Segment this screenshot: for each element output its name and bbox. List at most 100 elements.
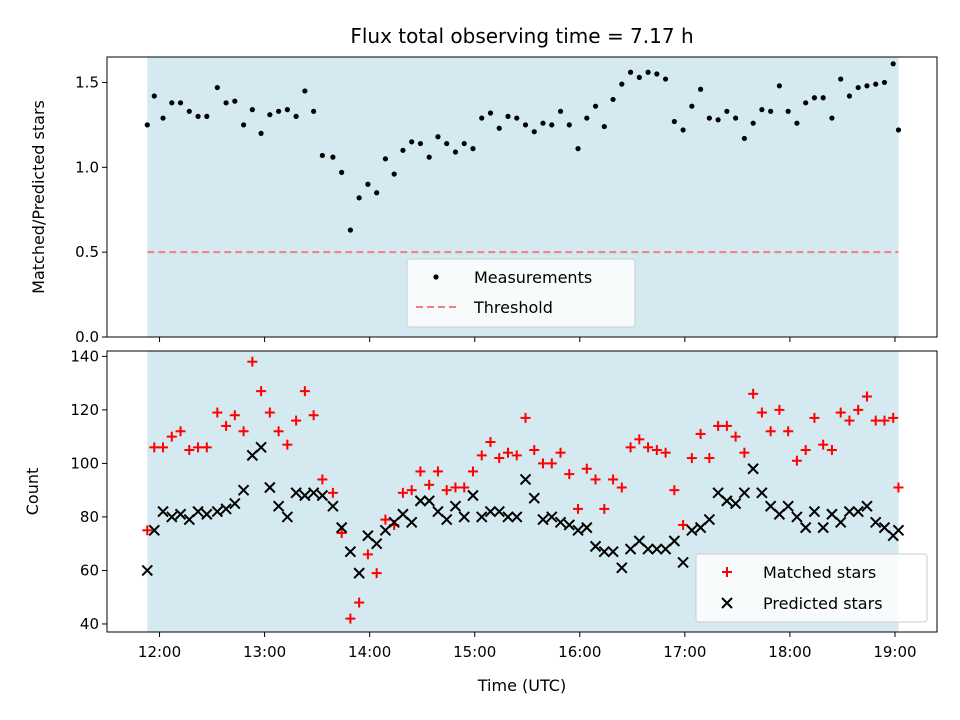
matched-star-point <box>625 442 636 453</box>
matched-star-point <box>888 412 899 423</box>
measurement-point <box>864 83 870 89</box>
measurement-point <box>741 135 747 142</box>
predicted-star-point <box>791 511 803 523</box>
measurement-point <box>186 108 192 114</box>
legend-measurements-label: Measurements <box>474 268 592 287</box>
matched-star-point <box>538 458 549 469</box>
predicted-star-point <box>192 505 204 518</box>
matched-star-point <box>291 415 302 426</box>
measurement-point <box>426 154 432 160</box>
measurement-point <box>540 120 546 126</box>
matched-star-point <box>634 434 645 445</box>
measurement-points <box>144 61 902 233</box>
measurement-point <box>890 61 896 67</box>
matched-star-point <box>870 415 881 426</box>
matched-star-point <box>581 463 592 474</box>
y-tick-label: 40 <box>80 615 99 633</box>
predicted-star-point <box>756 487 768 499</box>
matched-star-point <box>201 442 212 453</box>
measurement-point <box>479 115 485 121</box>
predicted-star-point <box>405 516 418 528</box>
predicted-star-point <box>808 505 821 518</box>
measurement-point <box>435 134 441 140</box>
x-tick-label: 19:00 <box>873 643 916 661</box>
matched-star-point <box>695 428 706 439</box>
ratio-y-axis-label: Matched/Predicted stars <box>29 100 48 294</box>
measurement-point <box>365 181 371 187</box>
ratio-panel: 0.0 0.5 1.0 1.5 Flux total observing time =… <box>29 24 938 346</box>
y-tick-label: 100 <box>70 454 99 472</box>
measurement-point <box>706 115 712 121</box>
predicted-star-point <box>511 511 523 523</box>
predicted-star-point <box>255 441 267 454</box>
predicted-star-point <box>264 481 276 494</box>
legend-measurements-marker <box>433 274 439 280</box>
matched-star-point <box>193 442 204 453</box>
measurement-point <box>811 95 818 101</box>
predicted-star-point <box>229 497 241 510</box>
predicted-star-point <box>423 495 435 507</box>
measurement-point <box>452 149 459 155</box>
predicted-star-point <box>703 513 716 526</box>
ratio-y-ticks: 0.0 0.5 1.0 1.5 <box>75 73 107 346</box>
predicted-star-point <box>616 562 628 574</box>
measurement-point <box>619 81 625 87</box>
predicted-star-point <box>773 508 786 520</box>
matched-star-point <box>844 415 855 426</box>
count-plot-frame <box>106 350 938 633</box>
measurement-point <box>662 76 669 82</box>
measurement-point <box>654 71 660 77</box>
matched-star-point <box>573 503 584 514</box>
measurement-point <box>374 190 380 196</box>
measurement-point <box>232 98 238 104</box>
measurement-point <box>881 79 888 86</box>
measurement-point <box>575 146 581 152</box>
predicted-star-point <box>388 516 400 528</box>
predicted-star-point <box>729 497 742 510</box>
measurement-point <box>496 125 502 131</box>
legend-predicted-glyph <box>721 597 733 609</box>
measurement-point <box>487 110 494 116</box>
matched-star-point <box>783 426 794 437</box>
measurement-point <box>144 122 150 128</box>
measurement-point <box>557 108 564 114</box>
matched-star-point <box>264 407 275 418</box>
count-legend-box <box>695 553 928 623</box>
measurement-point <box>776 83 783 89</box>
measurement-point <box>724 108 730 114</box>
count-y-axis-label: Count <box>23 468 42 516</box>
predicted-star-point <box>563 519 575 531</box>
x-tick-label: 17:00 <box>663 643 706 661</box>
predicted-star-point <box>467 489 479 502</box>
measurement-point <box>223 100 229 106</box>
predicted-star-point <box>290 487 302 499</box>
measurement-point <box>311 108 317 114</box>
measurement-point <box>151 93 157 99</box>
predicted-star-point <box>379 524 392 537</box>
predicted-star-point <box>651 543 663 555</box>
matched-star-point <box>861 391 872 402</box>
matched-star-point <box>721 420 732 431</box>
matched-star-point <box>371 568 382 579</box>
predicted-star-point <box>519 473 532 486</box>
measurement-point <box>803 100 809 106</box>
predicted-star-point <box>211 505 224 518</box>
matched-star-point <box>441 485 452 496</box>
matched-star-point <box>835 407 846 418</box>
measurement-point <box>855 84 861 91</box>
measurement-point <box>400 147 406 153</box>
matched-star-point <box>299 386 310 397</box>
measurement-point <box>733 115 739 121</box>
x-tick-label: 18:00 <box>768 643 811 661</box>
matched-star-point <box>826 445 837 456</box>
matched-star-point <box>818 439 829 450</box>
matched-star-point <box>651 445 662 456</box>
y-tick-label: 80 <box>80 508 99 526</box>
measurement-point <box>846 93 853 99</box>
measurement-point <box>794 120 800 126</box>
matched-star-point <box>467 466 478 477</box>
matched-star-point <box>380 514 391 525</box>
matched-star-point <box>660 447 671 458</box>
legend-matched-marker <box>722 567 732 577</box>
matched-star-point <box>494 453 505 464</box>
